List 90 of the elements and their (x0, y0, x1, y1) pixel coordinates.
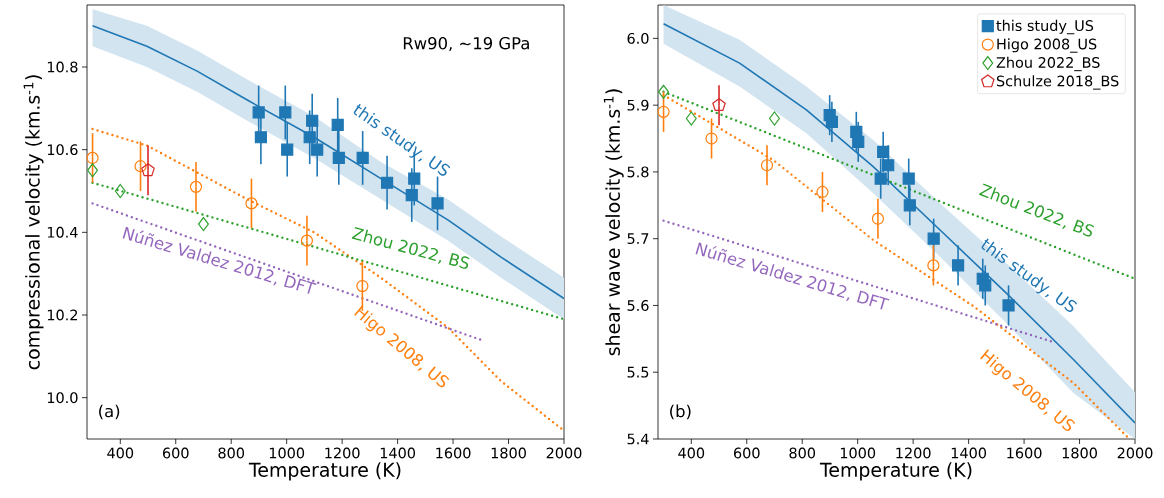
point (306, 114, 319, 127)
point (1002, 299, 1015, 312)
point (141, 163, 155, 177)
y-tick-label: 10.0 (47, 392, 78, 404)
x-tick-label: 1000 (840, 447, 876, 459)
point (816, 185, 829, 199)
point (380, 176, 394, 189)
annotation: Núñez Valdez 2012, DFT (695, 242, 890, 310)
annotation: (a) (99, 404, 120, 420)
point (927, 232, 940, 245)
y-tick-label: 10.2 (47, 309, 78, 321)
annotation: Rw90, ~19 GPa (403, 36, 529, 52)
line-series (91, 127, 564, 432)
point (281, 143, 294, 156)
x-tick-label: 1400 (380, 447, 416, 459)
y-axis-title: shear wave velocity (km.s$^{-1}$) (603, 89, 624, 356)
point (114, 183, 126, 199)
point (405, 189, 418, 202)
point (712, 98, 726, 112)
point (87, 163, 99, 178)
annotation: Zhou 2022, BS (351, 227, 470, 269)
point (825, 115, 838, 128)
annotation: (b) (670, 404, 691, 420)
point (979, 279, 992, 292)
x-tick-label: 400 (678, 447, 705, 459)
y-tick-label: 6.0 (627, 32, 649, 44)
y-tick-label: 5.6 (627, 299, 649, 311)
point (331, 118, 344, 131)
y-tick-label: 5.5 (627, 366, 649, 378)
legend-label: Higo 2008_US (997, 38, 1097, 53)
point (852, 135, 865, 148)
y-tick-label: 5.8 (627, 166, 649, 178)
point (769, 111, 780, 126)
legend-label: Schulze 2018_BS (996, 75, 1119, 90)
point (431, 197, 444, 210)
y-tick-label: 5.9 (627, 99, 649, 111)
point (303, 131, 316, 144)
point (871, 212, 885, 225)
x-tick-label: 1600 (436, 447, 471, 459)
point (882, 159, 895, 172)
point (189, 180, 203, 193)
x-tick-label: 1800 (1062, 447, 1097, 459)
point (951, 259, 965, 272)
point (279, 106, 292, 119)
x-tick-label: 800 (789, 447, 816, 459)
x-tick-label: 1600 (1007, 447, 1042, 459)
y-tick-label: 10.6 (47, 144, 78, 156)
x-tick-label: 400 (107, 447, 134, 459)
annotation: Núñez Valdez 2012, DFT (122, 226, 317, 294)
point (245, 197, 258, 210)
point (356, 151, 369, 165)
y-tick-label: 10.4 (47, 226, 78, 238)
point (874, 172, 887, 185)
y-tick-label: 5.7 (627, 233, 649, 245)
point (657, 105, 670, 118)
y-tick-label: 10.8 (47, 61, 78, 73)
point (252, 106, 265, 119)
x-tick-label: 600 (733, 447, 760, 459)
point (332, 151, 345, 165)
x-tick-label: 1800 (491, 447, 526, 459)
x-tick-label: 600 (162, 447, 189, 459)
x-tick-label: 800 (218, 447, 245, 459)
line-series (662, 93, 1131, 439)
point (408, 172, 421, 185)
y-tick-label: 5.4 (627, 433, 649, 445)
point (903, 199, 916, 212)
point (685, 111, 697, 126)
point (658, 84, 670, 99)
x-axis-title: Temperature (K) (819, 462, 972, 481)
y-axis-title: compressional velocity (km.s$^{-1}$) (23, 75, 44, 370)
point (311, 143, 324, 156)
point (254, 131, 267, 144)
point (300, 234, 314, 247)
x-axis-title: Temperature (K) (248, 462, 401, 481)
x-tick-label: 1400 (951, 447, 987, 459)
point (927, 259, 940, 272)
point (705, 132, 718, 145)
legend-label: this study_US (996, 19, 1094, 35)
point (902, 172, 915, 185)
point (86, 151, 99, 165)
x-tick-label: 2000 (1117, 447, 1153, 459)
x-tick-label: 2000 (546, 447, 582, 459)
x-tick-label: 1200 (325, 447, 360, 459)
x-tick-label: 1000 (269, 447, 305, 459)
point (134, 160, 147, 173)
point (877, 145, 890, 158)
point (760, 159, 774, 172)
point (356, 279, 369, 293)
legend-label: Zhou 2022_BS (996, 56, 1100, 72)
x-tick-label: 1200 (896, 447, 931, 459)
